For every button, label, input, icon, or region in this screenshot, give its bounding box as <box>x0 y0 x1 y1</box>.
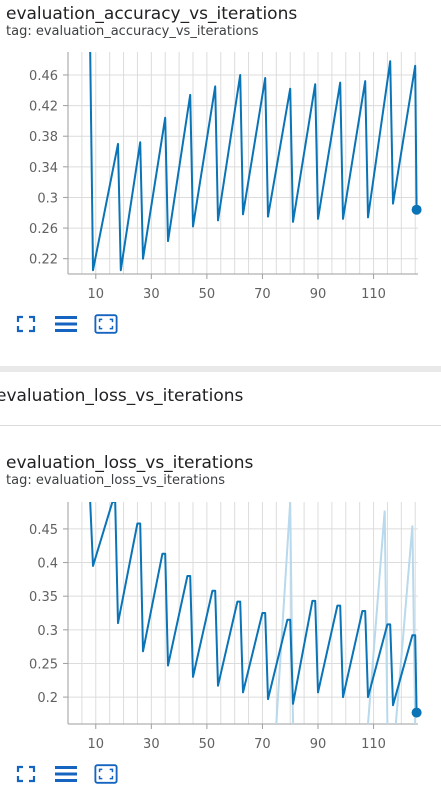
fullscreen-button[interactable] <box>14 763 38 785</box>
fullscreen-icon <box>16 765 36 783</box>
y-tick-label: 0.46 <box>29 69 58 84</box>
chart-toolbar <box>14 761 118 787</box>
x-tick-label: 90 <box>310 287 327 302</box>
y-tick-label: 0.22 <box>29 253 58 268</box>
x-tick-label: 50 <box>199 287 216 302</box>
x-tick-label: 10 <box>88 287 105 302</box>
group-separator <box>0 425 441 426</box>
accuracy-chart[interactable]: 0.22 0.26 0.3 0.34 0.38 0.42 0.46 10 30 50 70 90 110 <box>0 44 441 306</box>
section-divider <box>0 366 441 372</box>
x-tick-label: 70 <box>254 737 271 752</box>
chart-title: evaluation_loss_vs_iterations <box>6 453 254 473</box>
y-tick-label: 0.38 <box>29 130 58 145</box>
raw-series-line <box>394 525 417 724</box>
series-line <box>89 502 418 713</box>
y-tick-label: 0.35 <box>29 590 58 605</box>
x-tick-label: 30 <box>143 737 160 752</box>
series-last-point <box>411 707 422 718</box>
x-tick-label: 10 <box>88 737 105 752</box>
toggle-lines-icon <box>55 316 77 332</box>
y-tick-label: 0.45 <box>29 523 58 538</box>
chart-tag: tag: evaluation_loss_vs_iterations <box>6 473 225 488</box>
x-tick-label: 90 <box>310 737 327 752</box>
y-tick-label: 0.4 <box>37 557 58 572</box>
x-tick-label: 50 <box>199 737 216 752</box>
x-tick-label: 110 <box>361 287 386 302</box>
fit-domain-icon <box>94 314 118 334</box>
y-tick-label: 0.2 <box>37 691 58 706</box>
fit-domain-button[interactable] <box>94 763 118 785</box>
y-tick-label: 0.25 <box>29 657 58 672</box>
fullscreen-icon <box>16 315 36 333</box>
y-tick-label: 0.34 <box>29 161 58 176</box>
x-tick-label: 110 <box>361 737 386 752</box>
loss-chart[interactable]: 0.2 0.25 0.3 0.35 0.4 0.45 10 30 50 70 90 110 <box>0 494 441 756</box>
x-tick-label: 70 <box>254 287 271 302</box>
fullscreen-button[interactable] <box>14 313 38 335</box>
fit-domain-icon <box>94 764 118 784</box>
toggle-lines-button[interactable] <box>54 763 78 785</box>
chart-tag: tag: evaluation_accuracy_vs_iterations <box>6 24 259 39</box>
series-last-point <box>411 204 422 215</box>
toggle-lines-button[interactable] <box>54 313 78 335</box>
y-tick-label: 0.3 <box>37 624 58 639</box>
raw-series-line <box>367 510 389 724</box>
series-line <box>89 52 418 272</box>
toggle-lines-icon <box>55 766 77 782</box>
chart-title: evaluation_accuracy_vs_iterations <box>6 4 298 24</box>
y-tick-label: 0.42 <box>29 100 58 115</box>
chart-toolbar <box>14 311 118 337</box>
y-tick-label: 0.3 <box>37 191 58 206</box>
y-tick-label: 0.26 <box>29 222 58 237</box>
fit-domain-button[interactable] <box>94 313 118 335</box>
x-tick-label: 30 <box>143 287 160 302</box>
group-title[interactable]: evaluation_loss_vs_iterations <box>0 386 244 406</box>
